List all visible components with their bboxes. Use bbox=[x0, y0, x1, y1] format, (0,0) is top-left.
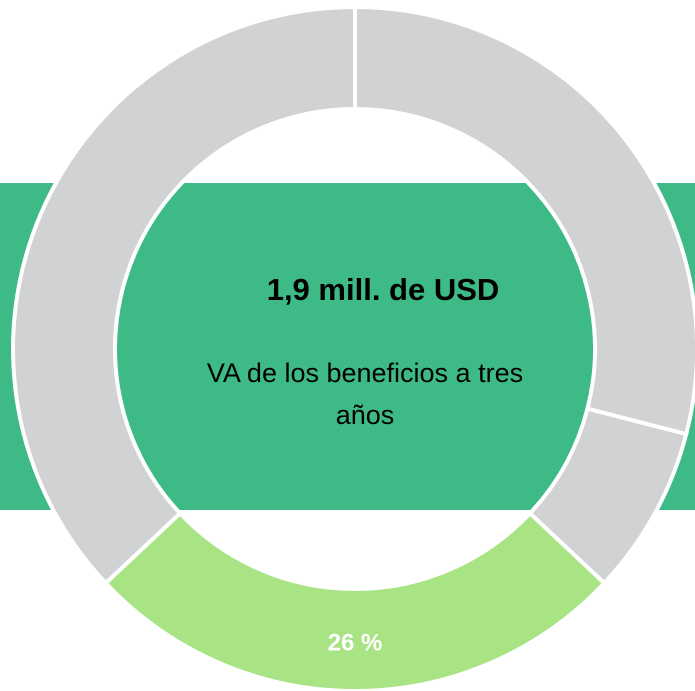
donut-segment bbox=[353, 4, 695, 437]
donut-segment bbox=[11, 4, 357, 586]
center-subtitle: VA de los beneficios a tres años bbox=[206, 358, 524, 430]
segment-label: 26 % bbox=[328, 629, 383, 656]
center-title: 1,9 mill. de USD bbox=[266, 272, 500, 307]
donut-segment bbox=[102, 510, 608, 691]
